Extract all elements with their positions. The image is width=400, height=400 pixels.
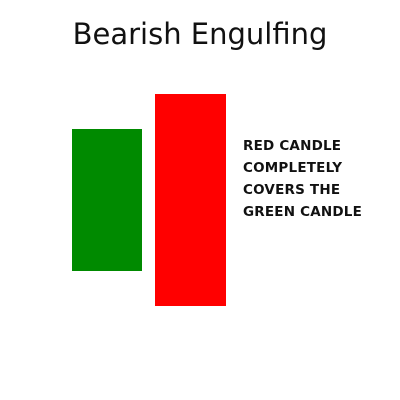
annotation-line-3: COVERS THE xyxy=(243,182,341,198)
annotation-line-4: GREEN CANDLE xyxy=(243,204,363,220)
green-candle xyxy=(72,129,142,271)
red-candle xyxy=(155,94,226,306)
annotation-line-1: RED CANDLE xyxy=(243,138,342,154)
diagram-title: Bearish Engulfing xyxy=(72,17,328,51)
annotation-text: RED CANDLE COMPLETELY COVERS THE GREEN C… xyxy=(243,135,393,223)
annotation-line-2: COMPLETELY xyxy=(243,160,343,176)
